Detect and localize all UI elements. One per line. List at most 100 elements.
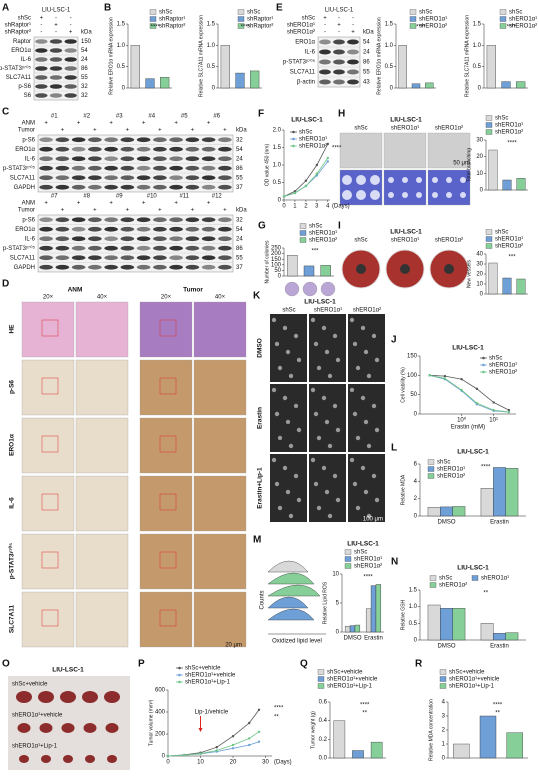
tube-gap xyxy=(416,192,422,198)
sample-label: #12 xyxy=(212,194,223,200)
lane-sign: + xyxy=(174,201,178,207)
legend-label: shERO1α¹+vehicle xyxy=(449,677,500,683)
bar xyxy=(516,178,526,191)
tube-image xyxy=(339,132,383,169)
band xyxy=(88,226,102,232)
significance: *** xyxy=(509,255,517,261)
band xyxy=(185,137,200,143)
sample-label: #4 xyxy=(148,114,155,120)
kda-label: 86 xyxy=(236,246,243,252)
bar xyxy=(502,277,512,295)
cell xyxy=(374,497,380,503)
band xyxy=(185,245,200,251)
legend-swatch xyxy=(429,582,437,588)
ihc-image xyxy=(193,301,247,358)
lane-sign: + xyxy=(69,30,73,36)
y-tick-label: 1.0 xyxy=(385,43,394,49)
cell xyxy=(349,457,355,463)
band xyxy=(39,137,53,143)
band xyxy=(169,236,183,242)
band xyxy=(333,59,345,65)
cell xyxy=(296,497,302,503)
lane-sign: + xyxy=(174,121,178,127)
tube-gap xyxy=(432,177,438,183)
y-axis-label: Relative MDA concentration xyxy=(428,699,434,761)
flow-histogram xyxy=(267,608,315,621)
band xyxy=(39,255,53,261)
tube-image xyxy=(427,132,471,169)
legend-marker xyxy=(482,363,485,367)
band xyxy=(185,165,200,171)
inset-box xyxy=(159,377,177,395)
blot-title: LIU-LSC-1 xyxy=(325,8,354,14)
panel-letter: O xyxy=(2,659,10,670)
kda-label: 24 xyxy=(236,156,243,162)
scale-label: 100 μm xyxy=(363,517,383,523)
protein-label: IL-6 xyxy=(25,236,36,242)
cam-center xyxy=(356,264,366,274)
protein-label: SLC7A11 xyxy=(10,255,36,261)
cell xyxy=(360,325,366,331)
cell-image xyxy=(270,384,307,452)
cell xyxy=(316,435,322,441)
band xyxy=(71,137,86,143)
cell xyxy=(374,427,380,433)
band xyxy=(169,146,183,152)
row-label: shSc+vehicle xyxy=(12,682,48,688)
protein-label: p-S6 xyxy=(22,137,35,143)
cell xyxy=(332,473,338,479)
legend-swatch xyxy=(317,683,325,689)
legend-label: shSc xyxy=(489,356,502,362)
series-line xyxy=(429,374,510,411)
x-tick-label: 20 xyxy=(230,760,237,766)
point xyxy=(475,387,479,391)
point xyxy=(443,374,447,378)
ihc-image xyxy=(21,591,75,648)
band xyxy=(169,217,183,223)
bar xyxy=(502,179,512,191)
point xyxy=(282,195,286,198)
lane-sign: - xyxy=(352,16,354,22)
column-label: shERO1α¹ xyxy=(391,238,419,244)
y-axis-label: Relative SLC7A11 mRNA expression xyxy=(198,15,204,97)
lane-sign: - xyxy=(55,30,57,36)
magnification-label: 40× xyxy=(97,295,108,301)
y-tick-label: 400 xyxy=(155,710,166,716)
band xyxy=(88,245,102,251)
legend-label: shSc xyxy=(509,10,522,16)
band xyxy=(71,236,86,242)
cell xyxy=(274,411,280,417)
band xyxy=(185,217,200,223)
band xyxy=(319,49,331,55)
y-tick-label: 600 xyxy=(155,688,166,694)
point xyxy=(248,743,251,747)
inset-box xyxy=(159,493,177,511)
significance: **** xyxy=(360,703,370,709)
lane-sign: + xyxy=(77,121,81,127)
lane-sign: + xyxy=(191,208,195,214)
tube-gap xyxy=(402,192,408,198)
y-tick-label: 50 xyxy=(410,392,417,398)
y-tick-label: 6 xyxy=(414,462,418,468)
kda-label: 86 xyxy=(81,66,88,72)
band xyxy=(218,236,232,242)
band xyxy=(347,59,359,65)
band xyxy=(153,146,167,152)
band xyxy=(64,66,77,71)
legend-swatch xyxy=(299,223,307,229)
chart-title: LIU-LSC-1 xyxy=(457,449,489,456)
lane-label: ANM xyxy=(22,201,35,207)
ihc-image xyxy=(75,475,129,532)
legend-label: shERO1α² xyxy=(509,24,537,30)
band xyxy=(64,84,77,89)
bar xyxy=(506,732,523,759)
bar xyxy=(375,584,382,633)
lane-sign: + xyxy=(109,121,113,127)
band xyxy=(136,245,151,251)
lane-label: shRaptor² xyxy=(5,30,31,36)
band xyxy=(39,165,53,171)
lane-sign: + xyxy=(93,128,97,134)
lane-sign: + xyxy=(40,16,44,22)
legend-label: shSc xyxy=(247,10,260,16)
magnification-label: 40× xyxy=(215,295,226,301)
